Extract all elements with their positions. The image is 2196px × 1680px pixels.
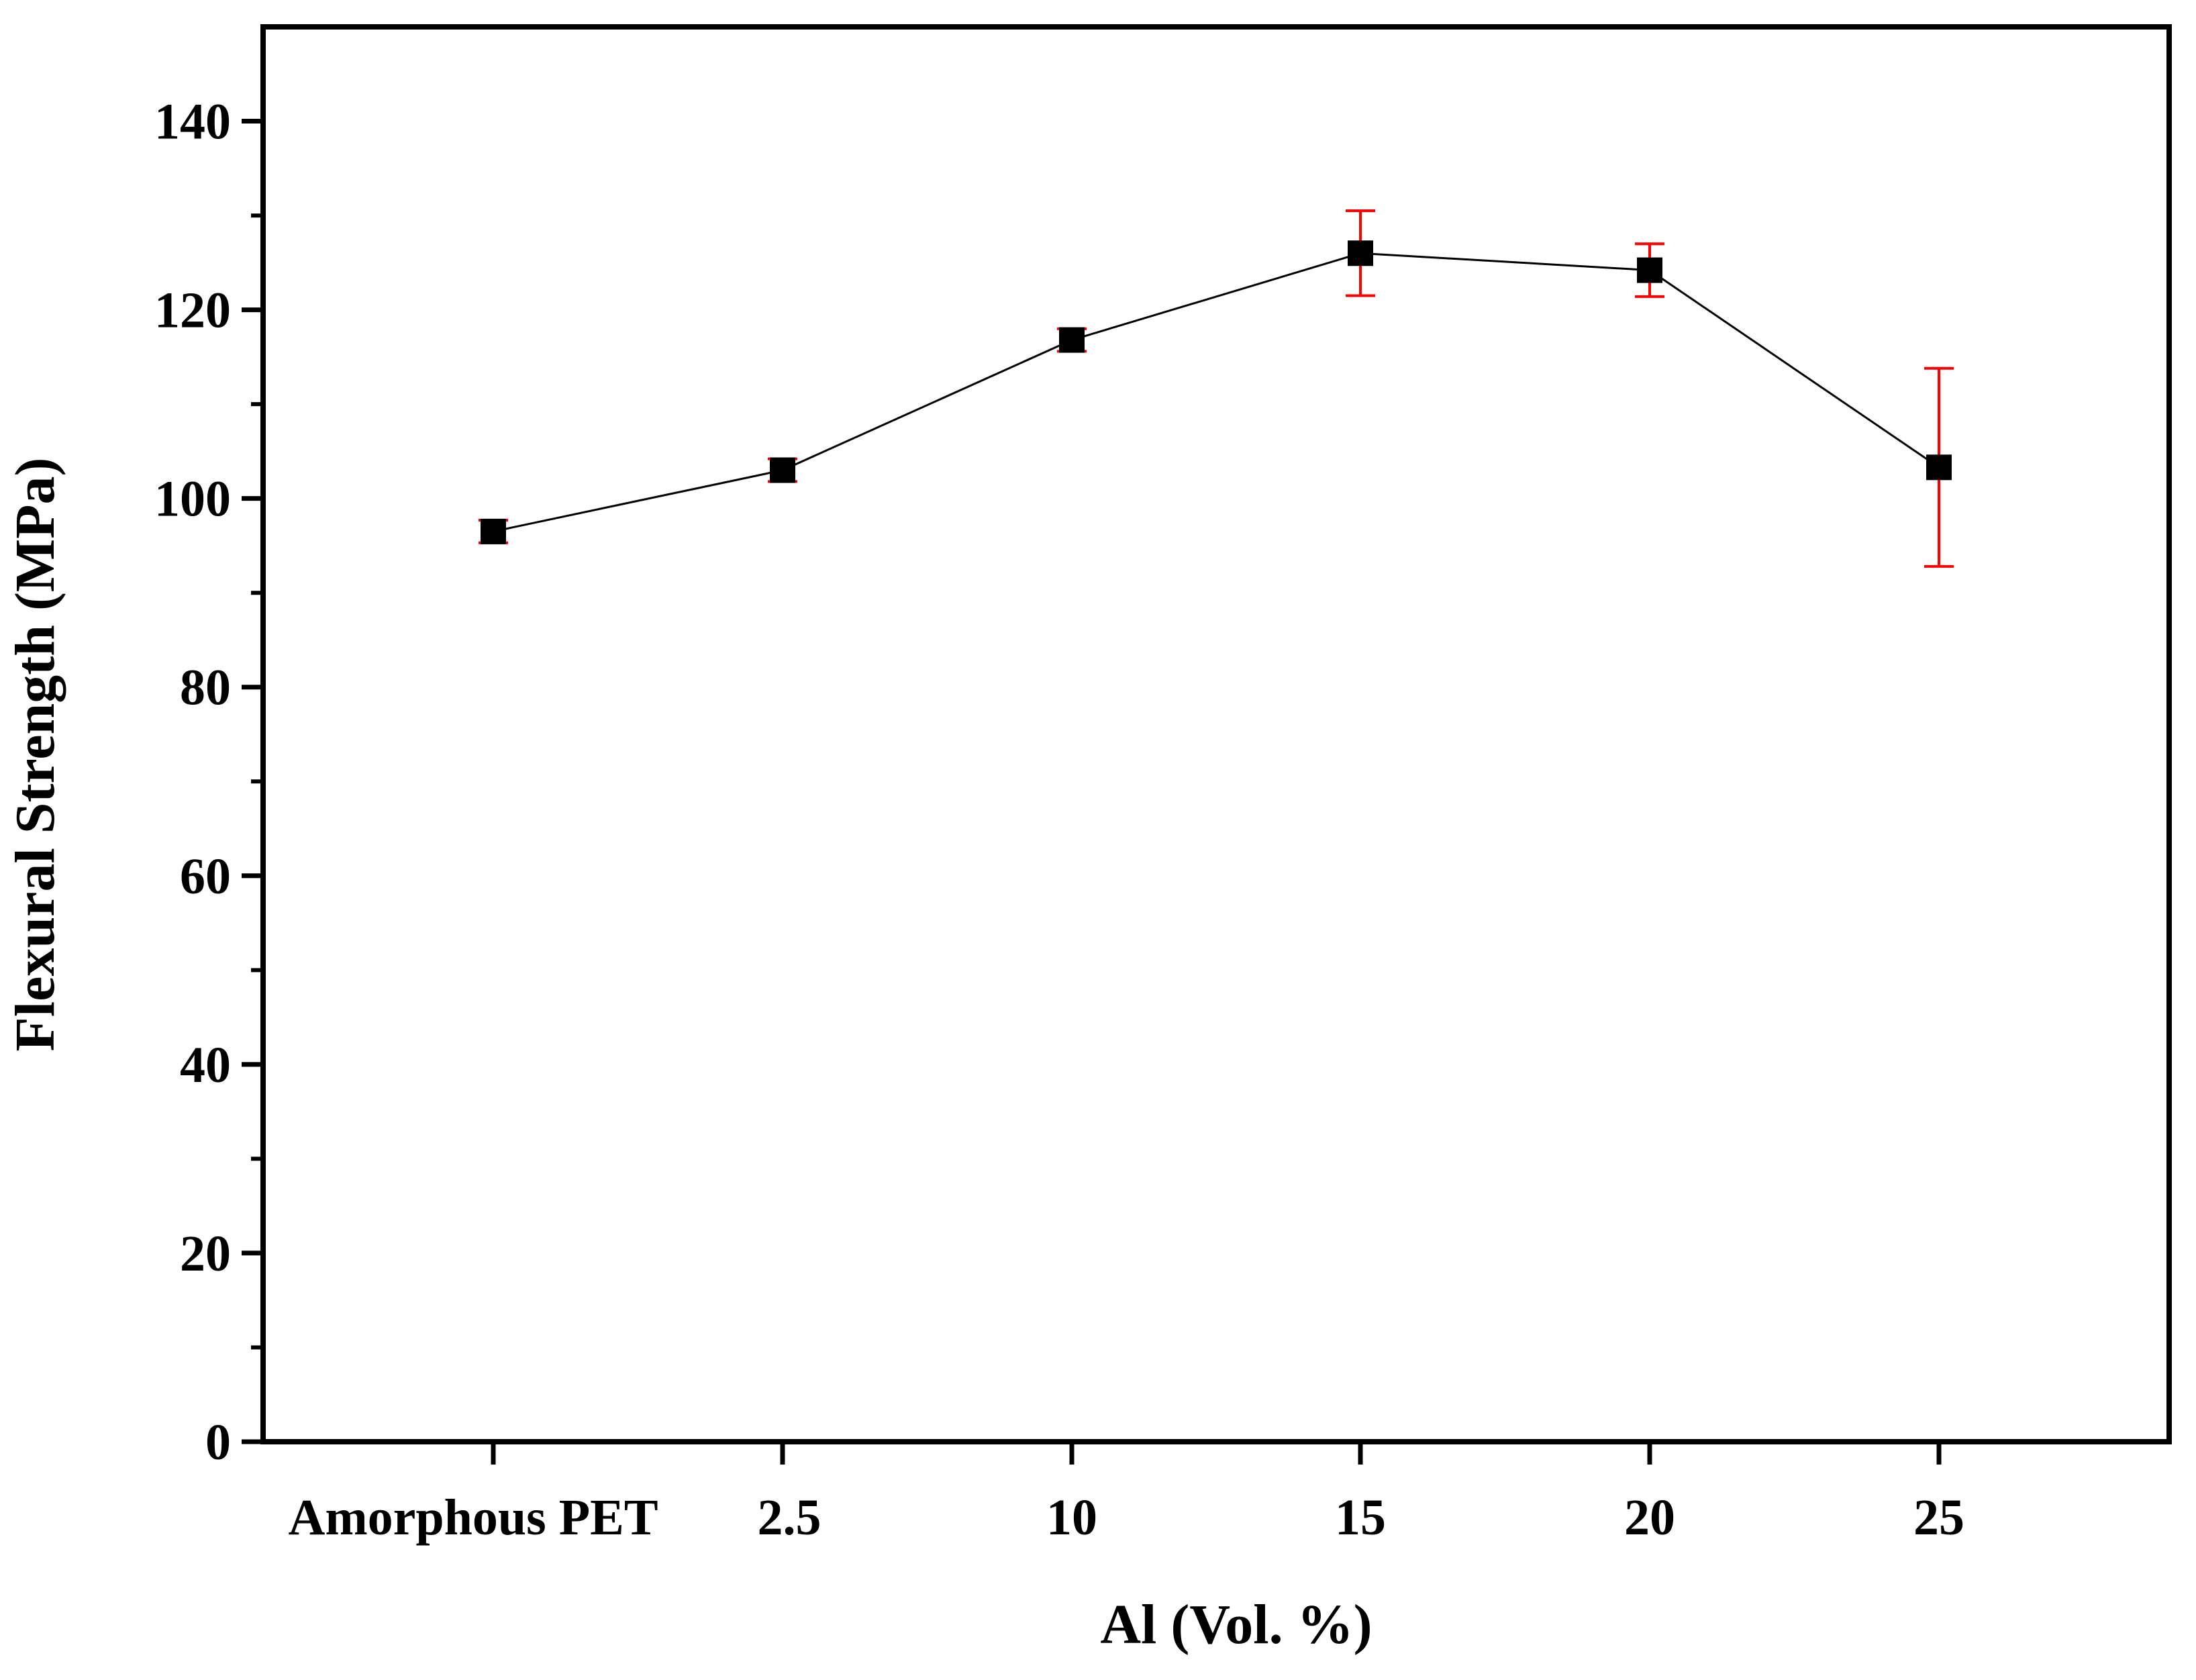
data-point	[1348, 240, 1373, 266]
y-tick-label: 140	[154, 94, 231, 150]
data-point	[770, 457, 795, 483]
y-tick-label: 60	[180, 848, 231, 905]
y-tick-label: 0	[205, 1414, 231, 1471]
y-tick-label: 100	[154, 471, 231, 528]
y-tick-label: 40	[180, 1037, 231, 1093]
x-tick-label: 10	[1046, 1489, 1097, 1546]
y-tick-label: 80	[180, 660, 231, 716]
data-point	[1926, 454, 1952, 481]
y-tick-label: 20	[180, 1226, 231, 1282]
data-point	[481, 518, 506, 544]
x-axis-title: Al (Vol. %)	[1100, 1593, 1372, 1656]
x-tick-label: 25	[1913, 1489, 1964, 1546]
x-tick-label: 2.5	[758, 1489, 821, 1546]
data-point	[1059, 327, 1085, 353]
y-tick-label: 120	[154, 283, 231, 339]
series-layer	[479, 209, 1954, 568]
y-axis: 0 20 40 60 80 100 120 140	[154, 94, 263, 1471]
plot-area-frame	[260, 24, 2172, 1444]
data-point	[1637, 257, 1662, 283]
y-axis-title: Flexural Strength (MPa)	[4, 458, 66, 1052]
x-axis: Amorphous PET 2.5 10 15 20 25	[288, 1442, 1964, 1546]
series-line	[493, 252, 1940, 533]
x-tick-label: 20	[1624, 1489, 1675, 1546]
x-tick-label: Amorphous PET	[288, 1489, 658, 1546]
x-tick-label: 15	[1335, 1489, 1386, 1546]
